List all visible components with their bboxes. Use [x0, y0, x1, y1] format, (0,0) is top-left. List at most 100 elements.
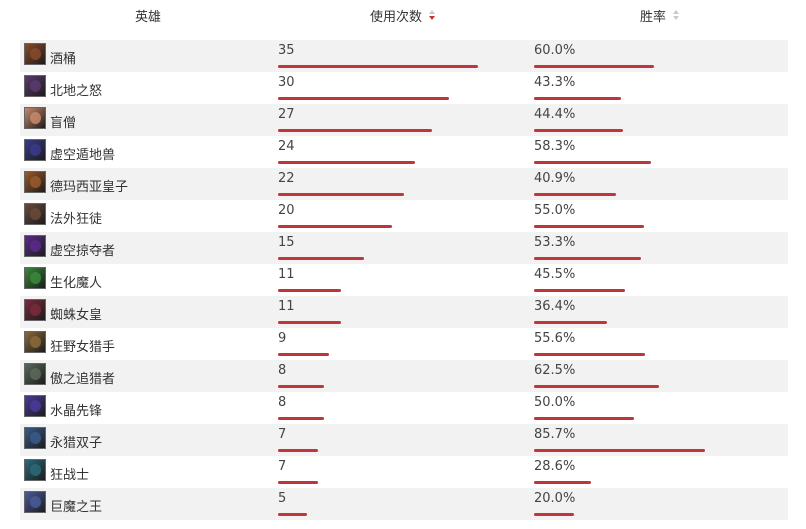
winrate-bar [534, 257, 641, 260]
table-row[interactable]: 蜘蛛女皇 11 36.4% [20, 296, 788, 328]
use-count: 7 [278, 427, 287, 442]
table-row[interactable]: 北地之怒 30 43.3% [20, 72, 788, 104]
winrate-bar [534, 321, 607, 324]
use-count: 5 [278, 491, 287, 506]
use-count: 24 [278, 139, 295, 154]
hero-name: 生化魔人 [50, 276, 103, 291]
hero-name: 狂战士 [50, 468, 90, 483]
use-count-bar [278, 129, 432, 132]
hero-avatar-icon [24, 203, 46, 225]
hero-avatar-icon [24, 459, 46, 481]
table-row[interactable]: 生化魔人 11 45.5% [20, 264, 788, 296]
winrate-bar [534, 513, 574, 516]
winrate-value: 53.3% [534, 235, 576, 250]
hero-stats-table: 酒桶 35 60.0% 北地之怒 30 43.3% 盲僧 27 44.4% 虚空遁地兽 24 58.3… [20, 40, 788, 520]
hero-name: 蜘蛛女皇 [50, 308, 103, 323]
use-count-bar [278, 193, 404, 196]
winrate-bar [534, 481, 591, 484]
sort-desc-icon[interactable] [429, 10, 436, 22]
hero-avatar-icon [24, 43, 46, 65]
winrate-value: 20.0% [534, 491, 576, 506]
table-row[interactable]: 狂战士 7 28.6% [20, 456, 788, 488]
hero-avatar-icon [24, 299, 46, 321]
table-row[interactable]: 虚空掠夺者 15 53.3% [20, 232, 788, 264]
hero-name: 虚空掠夺者 [50, 244, 116, 259]
use-count: 20 [278, 203, 295, 218]
hero-name: 傲之追猎者 [50, 372, 116, 387]
use-count-bar [278, 257, 364, 260]
column-header-uses[interactable]: 使用次数 [370, 6, 436, 25]
winrate-bar [534, 161, 651, 164]
use-count: 15 [278, 235, 295, 250]
winrate-value: 62.5% [534, 363, 576, 378]
sort-icon[interactable] [673, 10, 680, 22]
use-count-bar [278, 513, 307, 516]
use-count: 8 [278, 395, 287, 410]
hero-avatar-icon [24, 427, 46, 449]
winrate-value: 45.5% [534, 267, 576, 282]
table-row[interactable]: 狂野女猎手 9 55.6% [20, 328, 788, 360]
column-header-winrate-label[interactable]: 胜率 [640, 10, 667, 25]
use-count-bar [278, 161, 415, 164]
table-row[interactable]: 盲僧 27 44.4% [20, 104, 788, 136]
hero-avatar-icon [24, 171, 46, 193]
table-row[interactable]: 水晶先锋 8 50.0% [20, 392, 788, 424]
use-count-bar [278, 353, 329, 356]
winrate-value: 58.3% [534, 139, 576, 154]
table-row[interactable]: 法外狂徒 20 55.0% [20, 200, 788, 232]
winrate-bar [534, 97, 621, 100]
hero-avatar-icon [24, 363, 46, 385]
use-count-bar [278, 481, 318, 484]
use-count-bar [278, 417, 324, 420]
hero-name: 水晶先锋 [50, 404, 103, 419]
winrate-bar [534, 385, 659, 388]
column-header-hero: 英雄 [135, 6, 161, 25]
use-count: 27 [278, 107, 295, 122]
hero-name: 永猎双子 [50, 436, 103, 451]
winrate-bar [534, 289, 625, 292]
use-count-bar [278, 97, 449, 100]
use-count-bar [278, 289, 341, 292]
table-row[interactable]: 德玛西亚皇子 22 40.9% [20, 168, 788, 200]
hero-name: 狂野女猎手 [50, 340, 116, 355]
use-count-bar [278, 449, 318, 452]
table-row[interactable]: 巨魔之王 5 20.0% [20, 488, 788, 520]
table-row[interactable]: 虚空遁地兽 24 58.3% [20, 136, 788, 168]
use-count: 30 [278, 75, 295, 90]
use-count: 7 [278, 459, 287, 474]
hero-avatar-icon [24, 491, 46, 513]
use-count: 35 [278, 43, 295, 58]
winrate-value: 28.6% [534, 459, 576, 474]
column-header-winrate[interactable]: 胜率 [640, 6, 680, 25]
hero-avatar-icon [24, 395, 46, 417]
hero-avatar-icon [24, 75, 46, 97]
winrate-bar [534, 353, 645, 356]
winrate-bar [534, 449, 705, 452]
winrate-bar [534, 129, 623, 132]
table-row[interactable]: 酒桶 35 60.0% [20, 40, 788, 72]
use-count: 9 [278, 331, 287, 346]
hero-name: 法外狂徒 [50, 212, 103, 227]
table-row[interactable]: 永猎双子 7 85.7% [20, 424, 788, 456]
winrate-value: 40.9% [534, 171, 576, 186]
winrate-value: 36.4% [534, 299, 576, 314]
use-count: 11 [278, 299, 295, 314]
hero-avatar-icon [24, 107, 46, 129]
winrate-value: 85.7% [534, 427, 576, 442]
hero-name: 盲僧 [50, 116, 77, 131]
hero-avatar-icon [24, 331, 46, 353]
winrate-bar [534, 65, 654, 68]
hero-avatar-icon [24, 267, 46, 289]
hero-name: 北地之怒 [50, 84, 103, 99]
use-count-bar [278, 321, 341, 324]
winrate-value: 55.6% [534, 331, 576, 346]
winrate-bar [534, 225, 644, 228]
hero-name: 酒桶 [50, 52, 77, 67]
table-header: 英雄 使用次数 胜率 [0, 0, 806, 30]
hero-avatar-icon [24, 139, 46, 161]
table-row[interactable]: 傲之追猎者 8 62.5% [20, 360, 788, 392]
column-header-uses-label[interactable]: 使用次数 [370, 10, 423, 25]
winrate-value: 43.3% [534, 75, 576, 90]
hero-name: 巨魔之王 [50, 500, 103, 515]
use-count: 22 [278, 171, 295, 186]
